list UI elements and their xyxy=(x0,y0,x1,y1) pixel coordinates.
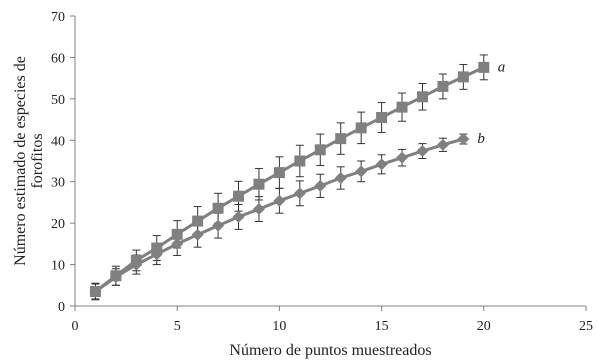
data-point-a xyxy=(273,167,285,179)
data-point-b xyxy=(355,165,368,178)
y-tick-label: 40 xyxy=(51,134,65,149)
data-point-a xyxy=(437,80,449,92)
data-point-a xyxy=(314,144,326,156)
data-point-b xyxy=(171,237,184,250)
x-tick-label: 5 xyxy=(174,319,181,334)
y-tick-label: 70 xyxy=(51,10,65,25)
y-axis-title: Número estimado de especies deforofitos xyxy=(12,56,46,266)
series-label-a: a xyxy=(498,59,506,75)
data-point-b xyxy=(212,219,225,232)
y-axis-title-line: forofitos xyxy=(29,133,46,188)
x-tick-label: 25 xyxy=(579,319,593,334)
data-point-b xyxy=(416,145,429,158)
data-point-a xyxy=(335,133,347,145)
data-point-b xyxy=(457,133,470,146)
data-point-b xyxy=(436,138,449,151)
x-axis-title: Número de puntos muestreados xyxy=(229,342,431,359)
data-point-a xyxy=(151,242,163,254)
data-point-a xyxy=(294,155,306,167)
data-point-b xyxy=(89,285,102,298)
data-point-a xyxy=(355,122,367,134)
x-tick-label: 10 xyxy=(272,319,286,334)
y-tick-label: 0 xyxy=(58,300,65,315)
data-point-a xyxy=(396,101,408,113)
y-tick-label: 50 xyxy=(51,93,65,108)
data-point-b xyxy=(273,194,286,207)
data-point-a xyxy=(253,178,265,190)
y-axis-title-line: Número estimado de especies de xyxy=(12,56,29,266)
data-point-a xyxy=(171,228,183,240)
data-point-b xyxy=(130,258,143,271)
data-point-b xyxy=(252,203,265,216)
data-point-a xyxy=(233,190,245,202)
series-markers xyxy=(89,61,490,298)
data-point-b xyxy=(150,248,163,261)
y-tick-label: 30 xyxy=(51,176,65,191)
y-tick-label: 10 xyxy=(51,259,65,274)
data-point-a xyxy=(416,91,428,103)
data-point-a xyxy=(376,112,388,123)
data-point-a xyxy=(192,215,204,227)
data-point-b xyxy=(375,158,388,171)
data-point-b xyxy=(232,210,245,223)
y-tick-label: 60 xyxy=(51,51,65,66)
y-tick-label: 20 xyxy=(51,217,65,232)
data-point-b xyxy=(396,151,409,164)
x-tick-label: 15 xyxy=(375,319,389,334)
axes: 0 10 20 30 40 50 60 70 0 5 10 15 20 25 xyxy=(51,10,593,334)
x-tick-label: 0 xyxy=(72,319,79,334)
data-point-b xyxy=(191,228,204,241)
data-point-a xyxy=(478,61,490,73)
data-point-b xyxy=(109,271,122,283)
data-point-b xyxy=(314,179,327,192)
series-labels: ab xyxy=(477,59,505,147)
data-point-a xyxy=(212,202,224,214)
series-label-b: b xyxy=(477,131,485,147)
error-bars xyxy=(91,54,488,301)
data-point-a xyxy=(457,71,469,83)
data-point-b xyxy=(293,187,306,200)
data-point-b xyxy=(334,171,347,184)
x-tick-label: 20 xyxy=(477,319,491,334)
